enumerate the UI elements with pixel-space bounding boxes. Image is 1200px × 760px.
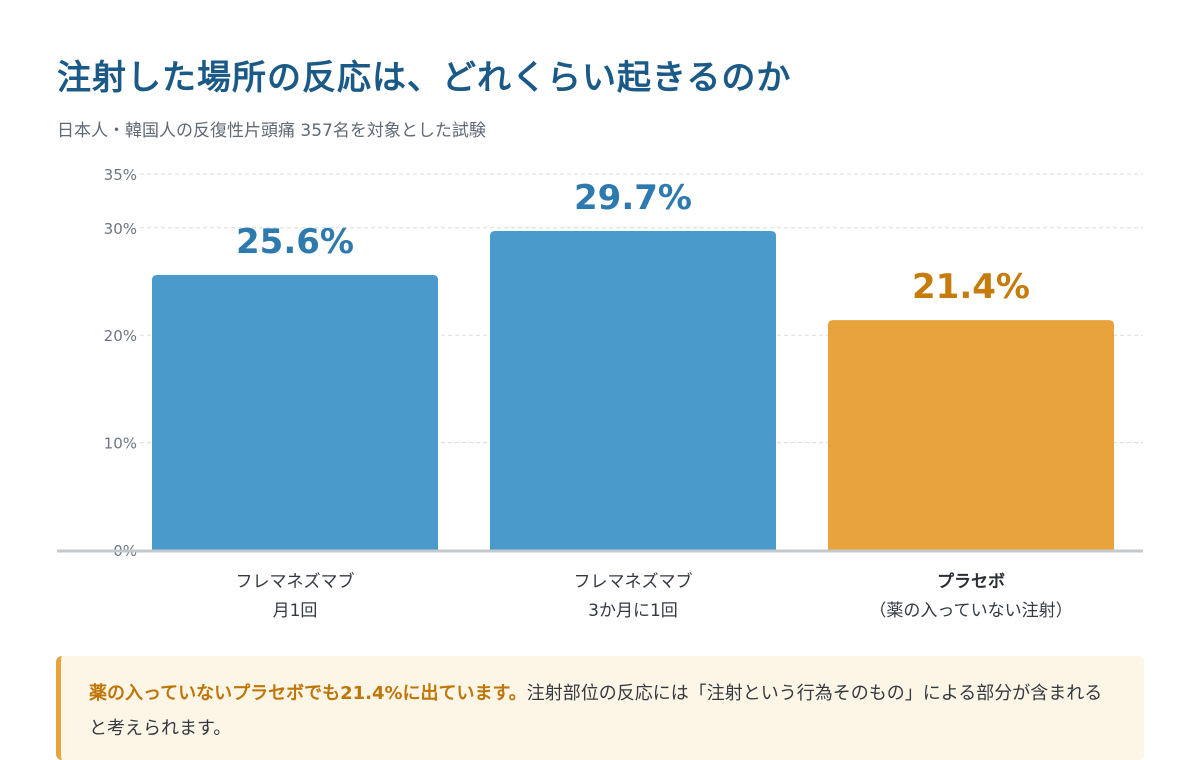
category-label-line2: 月1回 bbox=[272, 601, 318, 621]
callout-text: 注射部位の反応には「注射という行為そのもの」による部分が含まれると考えられます。 bbox=[89, 683, 1103, 739]
chart-subtitle: 日本人・韓国人の反復性片頭痛 357名を対象とした試験 bbox=[57, 121, 486, 141]
y-tick-label: 30% bbox=[104, 220, 137, 238]
y-tick-label: 10% bbox=[104, 435, 137, 453]
category-label-line2: 3か月に1回 bbox=[588, 601, 678, 621]
chart-title: 注射した場所の反応は、どれくらい起きるのか bbox=[57, 58, 792, 98]
bar bbox=[490, 231, 776, 550]
category-label-line1: プラセボ bbox=[937, 572, 1005, 592]
category-label: フレマネズマブ 3か月に1回 bbox=[490, 568, 776, 626]
y-tick-label: 35% bbox=[104, 166, 137, 184]
bar bbox=[152, 275, 438, 550]
y-tick-label: 20% bbox=[104, 327, 137, 345]
value-label: 29.7% bbox=[574, 178, 692, 218]
note-callout: 薬の入っていないプラセボでも21.4%に出ています。注射部位の反応には「注射とい… bbox=[56, 656, 1144, 760]
category-label-line2: （薬の入っていない注射） bbox=[869, 601, 1073, 621]
category-label: フレマネズマブ 月1回 bbox=[152, 568, 438, 626]
callout-highlight: 薬の入っていないプラセボでも21.4%に出ています。 bbox=[89, 683, 527, 704]
category-label-line1: フレマネズマブ bbox=[235, 572, 355, 592]
category-label-line1: フレマネズマブ bbox=[573, 572, 693, 592]
value-label: 25.6% bbox=[236, 222, 354, 262]
bar bbox=[828, 320, 1114, 550]
value-labels: 25.6% 29.7% 21.4% bbox=[236, 178, 1030, 307]
bars bbox=[152, 231, 1114, 550]
category-label: プラセボ （薬の入っていない注射） bbox=[828, 568, 1114, 626]
y-axis: 0%10%20%30%35% bbox=[104, 166, 137, 560]
value-label: 21.4% bbox=[912, 267, 1030, 307]
bar-chart: 0%10%20%30%35% 25.6%29.7%21.4% bbox=[57, 166, 1143, 560]
